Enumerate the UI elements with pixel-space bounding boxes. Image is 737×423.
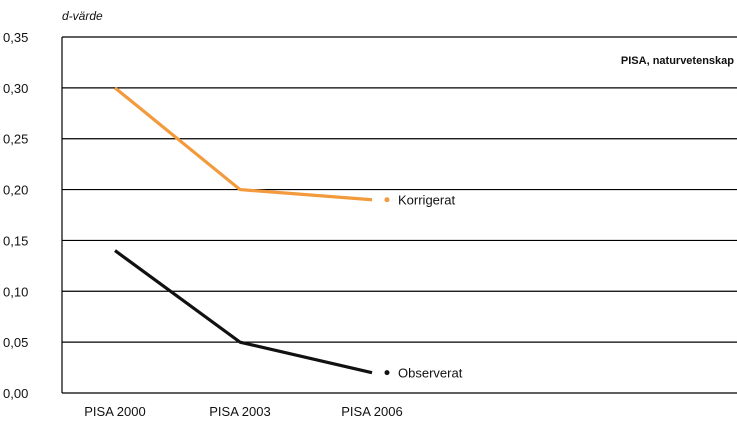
y-tick-label: 0,05 [3, 335, 28, 350]
series-line-korrigerat [113, 86, 373, 202]
x-tick-label: PISA 2003 [209, 404, 270, 419]
y-axis-label: d-värde [62, 9, 103, 23]
legend: Korrigerat Observerat [384, 193, 463, 381]
chart-title: PISA, naturvetenskap [621, 55, 734, 67]
x-tick-labels: PISA 2000 PISA 2003 PISA 2006 [84, 404, 402, 419]
series-line-observerat [114, 249, 373, 375]
y-tick-label: 0,10 [3, 284, 28, 299]
legend-label: Korrigerat [398, 193, 455, 208]
series-lines [113, 86, 373, 375]
y-tick-label: 0,25 [3, 132, 28, 147]
x-tick-label: PISA 2000 [84, 404, 145, 419]
x-tick-label: PISA 2006 [341, 404, 402, 419]
y-tick-label: 0,00 [3, 386, 28, 401]
legend-label: Observerat [398, 366, 463, 381]
legend-marker [384, 197, 390, 203]
y-tick-label: 0,35 [3, 30, 28, 45]
y-tick-labels: 0,00 0,05 0,10 0,15 0,20 0,25 0,30 0,35 [3, 30, 28, 401]
y-tick-label: 0,15 [3, 233, 28, 248]
y-tick-label: 0,20 [3, 183, 28, 198]
legend-marker [384, 370, 390, 376]
gridlines [61, 36, 737, 394]
y-tick-label: 0,30 [3, 81, 28, 96]
